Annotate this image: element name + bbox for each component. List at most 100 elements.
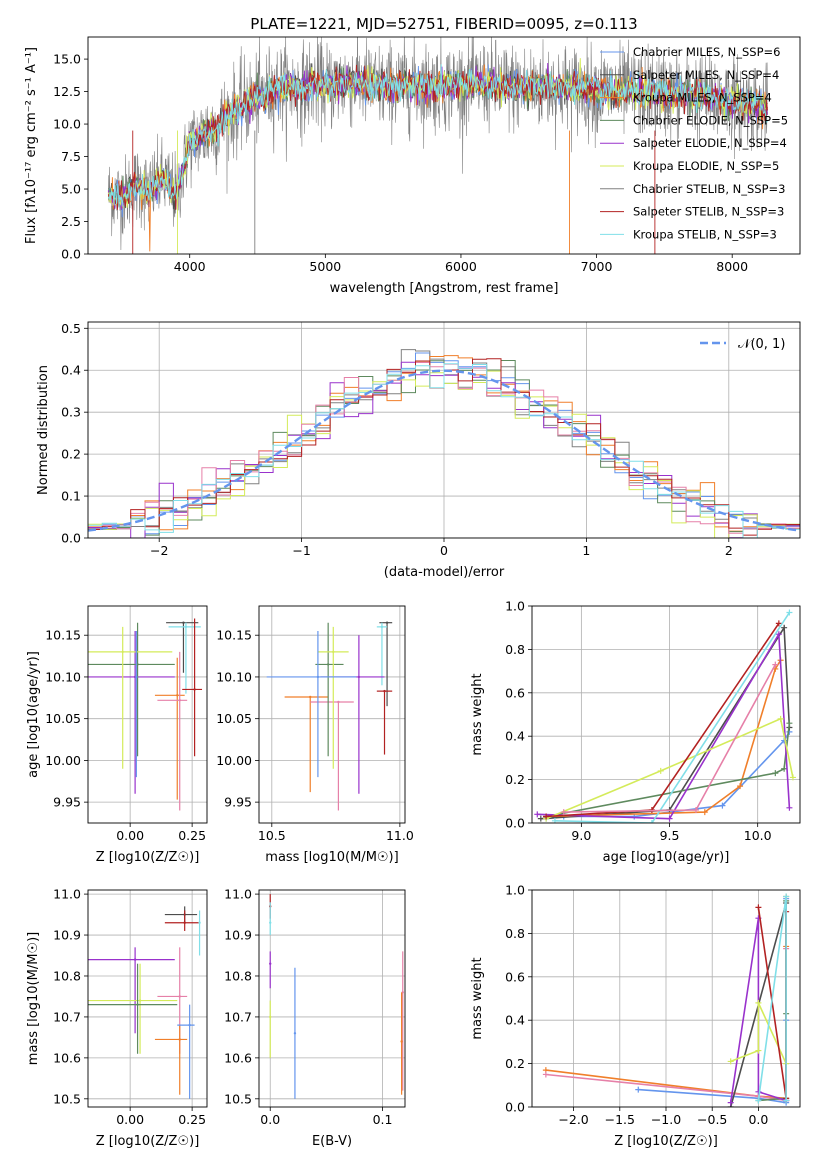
axes-age-weight: 9.0 9.5 10.0 0.0 0.2 0.4 0.6 0.8 1.0 age [log10(a… <box>470 599 801 865</box>
histogram-8 <box>88 363 800 538</box>
x-tick-label: 0.25 <box>178 828 206 843</box>
axes-frame <box>258 605 406 824</box>
data-point <box>188 1023 191 1027</box>
plot-area <box>532 606 800 823</box>
y-tick-label: 0.4 <box>61 363 81 378</box>
data-point <box>178 995 181 998</box>
x-tick-label: 9.0 <box>571 828 591 843</box>
y-tick-label: 0.3 <box>61 405 81 420</box>
data-point <box>269 921 272 924</box>
x-tick-label: −0.5 <box>697 1112 727 1127</box>
y-tick-label: 0.4 <box>505 729 525 744</box>
y-tick-label: 15.0 <box>53 52 81 67</box>
y-tick-label: 9.95 <box>53 795 81 810</box>
y-tick-label: 0.0 <box>505 1100 525 1115</box>
axes-ebv-mass: 0.0 0.1 10.5 10.6 10.7 10.8 10.9 11.0 E(B-V) <box>224 887 406 1149</box>
data-point <box>326 663 330 666</box>
data-point <box>133 958 137 961</box>
legend-label: Chabrier STELIB, N_SSP=3 <box>633 182 785 196</box>
axes-frame <box>531 605 801 824</box>
x-tick-label: 0 <box>440 543 448 558</box>
series-marker <box>772 770 779 777</box>
legend-label: Salpeter STELIB, N_SSP=3 <box>633 205 784 219</box>
axes-spectrum: 4000 5000 6000 7000 8000 0.0 2.5 5.0 7.5 10.0 12.5… <box>24 15 801 296</box>
y-axis-label: mass weight <box>470 957 485 1039</box>
data-point <box>138 999 142 1002</box>
x-tick-label: 10.5 <box>258 828 286 843</box>
y-tick-label: 10.05 <box>216 711 252 726</box>
plot-area <box>259 606 405 823</box>
data-point <box>198 921 201 924</box>
y-tick-label: 9.95 <box>224 795 252 810</box>
y-tick-label: 10.15 <box>45 628 81 643</box>
x-tick-label: 10.0 <box>744 828 772 843</box>
y-axis-label: Flux [fλ10⁻¹⁷ erg cm⁻² s⁻¹ A⁻¹] <box>24 47 39 244</box>
y-tick-label: 10.10 <box>45 669 81 684</box>
x-axis-label: wavelength [Angstrom, rest frame] <box>330 281 559 296</box>
data-point <box>385 621 389 624</box>
y-tick-label: 1.0 <box>505 599 525 614</box>
x-axis-label: (data-model)/error <box>384 565 505 580</box>
series-marker <box>781 624 788 631</box>
data-point <box>121 650 124 654</box>
y-tick-label: 0.8 <box>505 642 525 657</box>
y-tick-label: 0.8 <box>505 926 525 941</box>
plot-area <box>88 890 207 1107</box>
histogram-2 <box>88 355 800 532</box>
data-point <box>176 694 179 697</box>
x-tick-label: 9.5 <box>660 828 680 843</box>
legend-label: Chabrier ELODIE, N_SSP=5 <box>633 113 788 127</box>
y-tick-label: 10.05 <box>45 711 81 726</box>
legend-label: Kroupa MILES, N_SSP=4 <box>633 91 772 105</box>
series-marker <box>537 815 544 822</box>
y-tick-label: 10.6 <box>224 1050 252 1065</box>
x-tick-label: 0.25 <box>178 1112 206 1127</box>
series-marker <box>635 1086 642 1093</box>
series-marker <box>775 631 782 638</box>
x-tick-label: 6000 <box>445 259 477 274</box>
axes-frame <box>87 889 208 1108</box>
data-point <box>357 675 361 679</box>
legend-label: Salpeter MILES, N_SSP=4 <box>633 68 779 82</box>
series-marker <box>560 809 567 816</box>
data-point <box>269 1015 272 1019</box>
y-tick-label: 2.5 <box>61 214 81 229</box>
axes-frame <box>531 889 801 1108</box>
series-marker <box>755 999 762 1006</box>
x-tick-label: 4000 <box>174 259 206 274</box>
x-tick-label: 0.0 <box>748 1112 768 1127</box>
x-tick-label: 2 <box>725 543 733 558</box>
series-marker <box>755 904 762 911</box>
y-tick-label: 10.7 <box>53 1009 81 1024</box>
y-tick-label: 10.5 <box>224 1091 252 1106</box>
series-line-3 <box>545 723 791 818</box>
series-marker <box>775 620 782 627</box>
axes-z-mass: 0.00 0.25 10.5 10.6 10.7 10.8 10.9 11.0 Z [log10… <box>26 887 208 1149</box>
data-point <box>400 1040 403 1043</box>
y-tick-label: 0.5 <box>61 321 81 336</box>
y-tick-label: 10.8 <box>224 968 252 983</box>
series-marker <box>777 715 784 722</box>
data-point <box>269 962 272 965</box>
legend-label: 𝒩(0, 1) <box>738 337 785 352</box>
axes-frame <box>87 321 801 539</box>
data-point <box>193 688 196 691</box>
data-point <box>182 621 185 624</box>
axes-frame <box>87 36 801 255</box>
legend-label: Kroupa STELIB, N_SSP=3 <box>633 227 777 241</box>
axes-z-weight: −2.0 −1.5 −1.0 −0.5 0.0 0.0 0.2 0.4 0.6 0.8 1.0 Z [… <box>470 883 801 1149</box>
chart-title: PLATE=1221, MJD=52751, FIBERID=0095, z=0… <box>250 15 637 33</box>
y-tick-label: 11.0 <box>53 887 81 902</box>
data-point <box>136 1003 139 1006</box>
series-marker <box>786 804 793 811</box>
series-marker <box>786 609 793 616</box>
legend-label: Kroupa ELODIE, N_SSP=5 <box>633 159 779 173</box>
series-marker <box>666 815 673 822</box>
x-tick-label: 8000 <box>716 259 748 274</box>
data-point <box>178 1038 181 1041</box>
x-tick-label: 7000 <box>581 259 613 274</box>
series-marker <box>534 811 541 818</box>
y-axis-label: age [log10(age/yr)] <box>26 651 41 778</box>
series-marker <box>755 1088 762 1095</box>
